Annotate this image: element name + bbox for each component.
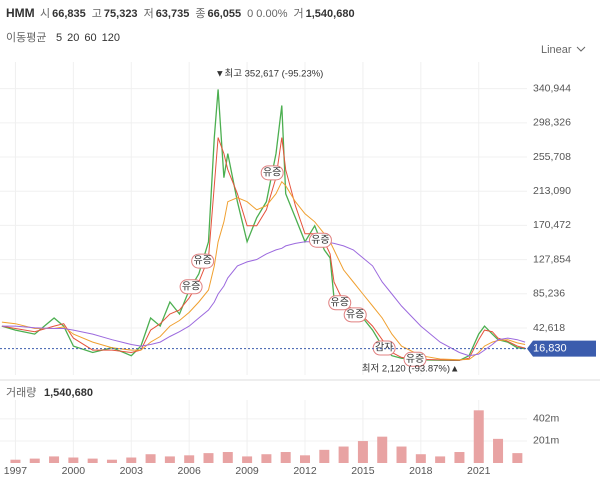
volume-bar	[338, 446, 349, 463]
event-badge[interactable]	[343, 307, 367, 323]
x-tick-label: 2000	[62, 465, 86, 477]
volume-bar	[203, 453, 214, 463]
event-badge[interactable]	[260, 165, 284, 181]
volume-bar	[145, 454, 156, 463]
event-label: 유증	[193, 255, 211, 267]
y-tick-label: 255,708	[533, 151, 571, 163]
ma-line	[1, 241, 526, 357]
event-label: 유증	[346, 308, 364, 320]
volume-title: 거래량	[6, 386, 36, 399]
volume-bar	[10, 459, 21, 463]
x-tick-label: 2009	[235, 465, 259, 477]
volume-bar	[280, 452, 291, 463]
legend-entry: 120	[102, 32, 120, 44]
quote-label: 고	[92, 8, 102, 20]
max-marker: ▼최고 352,617 (-95.23%)	[215, 69, 323, 80]
y-tick-label: 85,236	[533, 288, 565, 300]
volume-bar	[415, 454, 426, 463]
event-badge[interactable]	[328, 295, 352, 311]
volume-bar	[319, 449, 330, 463]
legend-entry: 5	[56, 32, 62, 44]
volume-bar	[68, 457, 79, 463]
volume-bar	[357, 441, 368, 463]
x-tick-label: 1997	[4, 465, 28, 477]
x-tick-label: 2012	[293, 465, 317, 477]
x-tick-label: 2003	[120, 465, 144, 477]
event-badge[interactable]	[308, 232, 332, 248]
quote-value: 63,735	[156, 8, 190, 20]
quote-row: 시 66,835 고 75,323 저 63,735 종 66,055 0 0.00% 거 1,54…	[40, 7, 355, 20]
x-tick-label: 2006	[177, 465, 201, 477]
ma-title: 이동평균	[6, 31, 46, 44]
y-tick-label: 127,854	[533, 253, 571, 265]
volume-title-value: 1,540,680	[44, 387, 93, 399]
volume-bar	[300, 455, 311, 463]
volume-bar	[87, 458, 98, 463]
ma-line	[1, 137, 526, 361]
event-label: 유증	[263, 167, 281, 179]
event-label: 유증	[331, 296, 349, 308]
volume-bar	[454, 452, 465, 463]
y-tick-label: 402m	[533, 413, 560, 425]
volume-bar	[222, 452, 233, 463]
volume-bar	[377, 436, 388, 463]
min-marker: 최저 2,120 (-93.87%)▲	[362, 364, 460, 375]
scale-mode: Linear	[541, 44, 572, 56]
quote-value: 66,055	[207, 8, 241, 20]
volume-bar	[473, 410, 484, 463]
volume-bar	[164, 456, 175, 463]
volume-bar	[106, 459, 117, 463]
volume-bar	[184, 455, 195, 463]
volume-bar	[261, 454, 272, 463]
dropdown-icon[interactable]	[576, 46, 586, 52]
x-tick-label: 2018	[409, 465, 433, 477]
event-badge[interactable]	[191, 253, 215, 269]
quote-label: 종	[195, 8, 205, 20]
x-tick-label: 2015	[351, 465, 375, 477]
quote-label: 저	[144, 7, 154, 20]
ma-line	[1, 89, 526, 362]
volume-bar	[242, 456, 253, 463]
volume-bar	[396, 446, 407, 463]
event-badge[interactable]	[372, 340, 396, 356]
y-tick-label: 213,090	[533, 185, 571, 197]
event-badge[interactable]	[403, 351, 427, 367]
volume-bar	[126, 457, 137, 463]
symbol: HMM	[6, 6, 35, 20]
quote-change: 0 0.00%	[247, 8, 288, 20]
event-badge[interactable]	[179, 279, 203, 295]
y-tick-label: 298,326	[533, 117, 571, 129]
y-tick-label: 170,472	[533, 219, 571, 231]
last-price-label: 16,830	[533, 343, 567, 355]
ma-line	[1, 180, 526, 361]
y-tick-label: 340,944	[533, 82, 571, 94]
volume-bar	[435, 456, 446, 463]
volume-bar	[512, 453, 523, 463]
legend-entry: 60	[84, 32, 96, 44]
y-tick-label: 42,618	[533, 322, 565, 334]
volume-bar	[49, 456, 60, 463]
volume-bar	[493, 438, 504, 463]
event-label: 유증	[406, 353, 424, 365]
last-price-badge	[527, 340, 596, 357]
ma-legend: 5 20 60 120	[56, 32, 120, 44]
quote-value: 75,323	[104, 8, 138, 20]
y-tick-label: 201m	[533, 435, 560, 447]
x-tick-label: 2021	[467, 465, 491, 477]
event-label: 유증	[311, 234, 329, 246]
quote-value: 1,540,680	[306, 8, 355, 20]
event-label: 감자	[375, 342, 393, 354]
quote-label: 거	[294, 7, 304, 20]
legend-entry: 20	[67, 32, 79, 44]
quote-value: 66,835	[52, 8, 86, 20]
volume-bar	[29, 458, 40, 463]
quote-label: 시	[40, 8, 50, 20]
event-label: 유증	[182, 280, 200, 292]
